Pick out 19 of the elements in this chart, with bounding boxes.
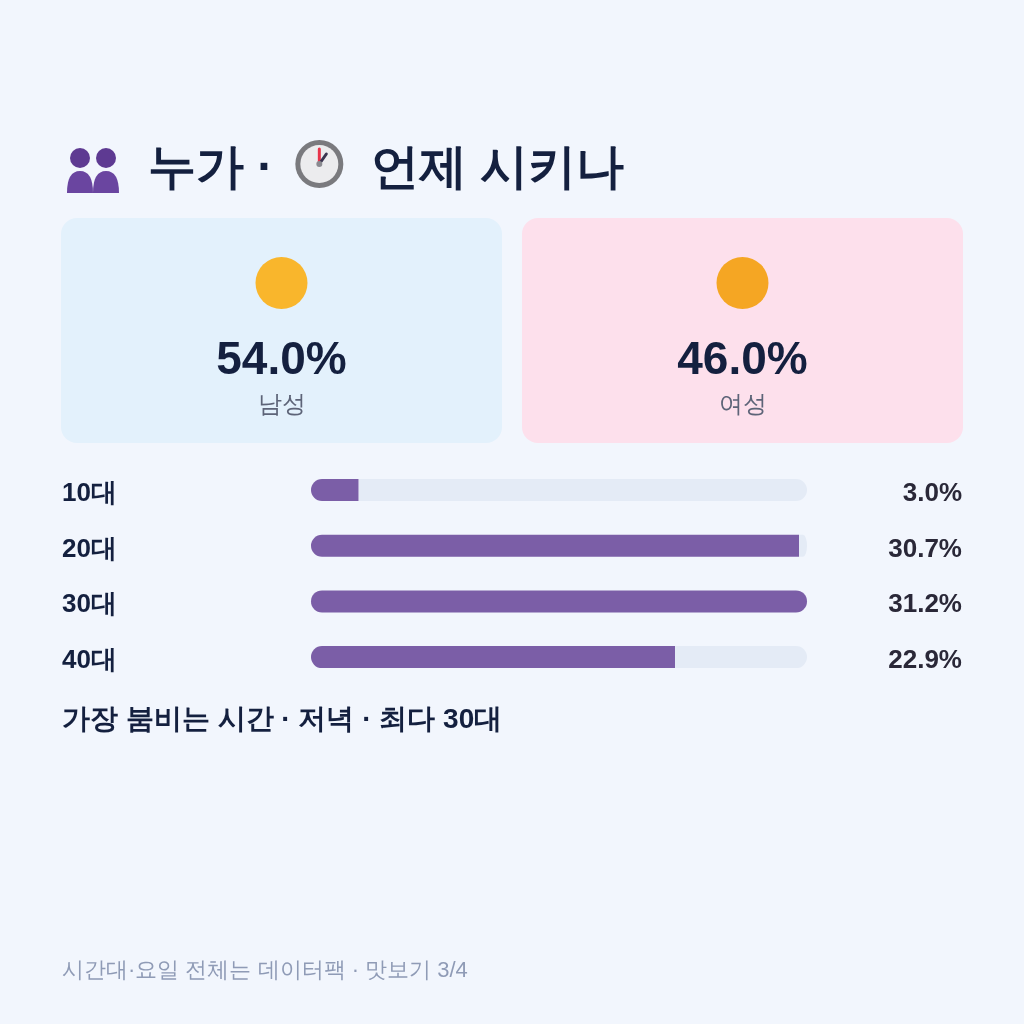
data-label: 31.2% [888,588,962,619]
category-label: 여성 [718,390,767,417]
y-tick-label: 20대 [62,532,117,563]
data-label: 3.0% [902,477,962,507]
y-tick-label: 30대 [62,588,117,619]
y-tick-label: 40대 [62,644,117,675]
bar-row: 30대 31.2% [62,588,962,619]
text: 가장 붐비는 시간 · 저녁 · 최다 30대 [62,703,503,734]
data-label: 22.9% [888,644,962,675]
chart-title: 누가 · 언제 시키나 [148,140,624,193]
bar-row: 20대 30.7% [62,532,962,563]
y-tick-label: 10대 [62,477,117,507]
data-label: 30.7% [888,532,962,563]
bar-row: 40대 22.9% [62,644,962,675]
bar-row: 10대 3.0% [62,477,962,507]
card-value: 46.0% [677,332,808,384]
text: 시간대·요일 전체는 데이터팩 · 맛보기 3/4 [62,957,468,982]
card-value: 54.0% [216,332,347,384]
category-label: 남성 [257,390,306,417]
